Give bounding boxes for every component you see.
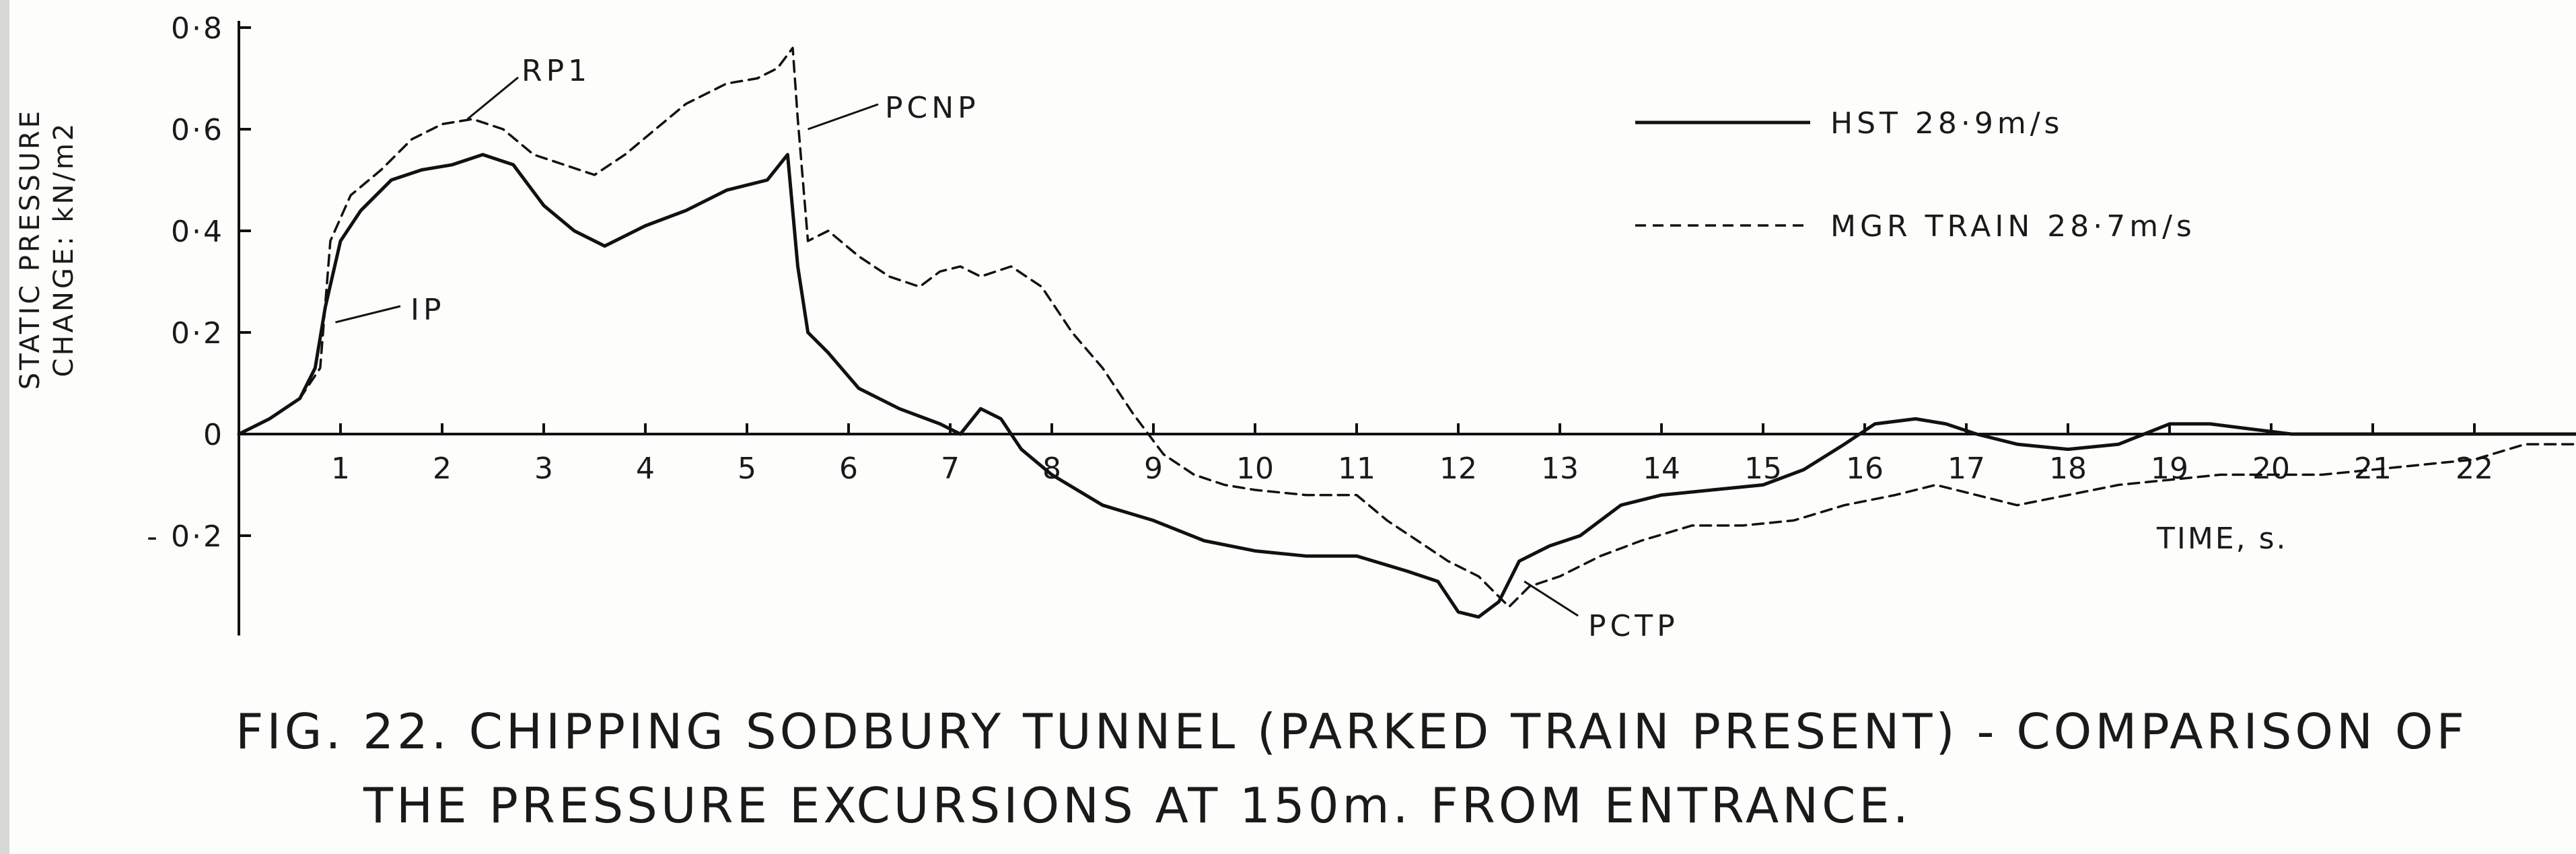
x-tick-label: 20 <box>2252 452 2290 486</box>
y-tick-label: - 0·2 <box>147 520 224 554</box>
x-tick-label: 7 <box>941 452 960 486</box>
x-tick-label: 18 <box>2049 452 2087 486</box>
x-tick-label: 5 <box>738 452 756 486</box>
annotation-label: IP <box>410 293 445 327</box>
x-tick-label: 4 <box>636 452 655 486</box>
x-tick-label: 14 <box>1643 452 1680 486</box>
y-axis-label: STATIC PRESSURE CHANGE: kN/m2 <box>15 108 79 390</box>
x-tick-label: 9 <box>1144 452 1163 486</box>
x-axis-label: TIME, s. <box>2156 522 2288 556</box>
x-tick-label: 2 <box>433 452 452 486</box>
y-tick-label: 0 <box>203 418 224 452</box>
x-tick-label: 1 <box>331 452 350 486</box>
chart-annotations: RP1 PCNP IP PCTP <box>335 54 1679 643</box>
x-tick-label: 11 <box>1338 452 1375 486</box>
x-tick-label: 17 <box>1947 452 1985 486</box>
chart-ticks: 0·80·60·40·20- 0·21 2 3 4 5 6 7 8 9 10 11 12 13 14 15 1… <box>147 11 2493 554</box>
y-axis-label-line: STATIC PRESSURE <box>15 108 46 390</box>
series-line-mgr-train <box>238 46 2576 608</box>
y-tick-label: 0·2 <box>171 316 224 351</box>
x-tick-label: 22 <box>2456 452 2493 486</box>
annotation-label: PCTP <box>1588 609 1679 643</box>
scan-edge-strip <box>0 0 9 854</box>
y-axis-label-line: CHANGE: kN/m2 <box>48 121 79 378</box>
x-tick-label: 16 <box>1846 452 1884 486</box>
y-tick-label: 0·4 <box>171 215 224 249</box>
x-tick-label: 12 <box>1439 452 1477 486</box>
figure-caption-line-2: THE PRESSURE EXCURSIONS AT 150m. FROM EN… <box>363 777 1912 834</box>
annotation-label: PCNP <box>885 91 980 125</box>
annotation-leader <box>1524 580 1579 617</box>
chart-legend: HST 28·9m/s MGR TRAIN 28·7m/s <box>1635 106 2196 244</box>
series-line-hst <box>237 153 2576 619</box>
annotation-leader <box>808 103 879 131</box>
annotation-label: RP1 <box>522 54 591 88</box>
legend-label: MGR TRAIN 28·7m/s <box>1830 209 2196 244</box>
x-tick-label: 13 <box>1541 452 1579 486</box>
figure-caption-line-1: FIG. 22. CHIPPING SODBURY TUNNEL (PARKED… <box>236 703 2468 760</box>
y-tick-label: 0·8 <box>171 11 224 46</box>
chart-series <box>237 46 2576 619</box>
annotation-leader <box>466 76 519 120</box>
x-tick-label: 10 <box>1236 452 1274 486</box>
y-tick-label: 0·6 <box>171 113 224 147</box>
chart-axes <box>238 21 2576 636</box>
x-tick-label: 3 <box>534 452 553 486</box>
x-tick-label: 6 <box>839 452 858 486</box>
annotation-leader <box>335 305 401 324</box>
legend-label: HST 28·9m/s <box>1830 106 2063 141</box>
